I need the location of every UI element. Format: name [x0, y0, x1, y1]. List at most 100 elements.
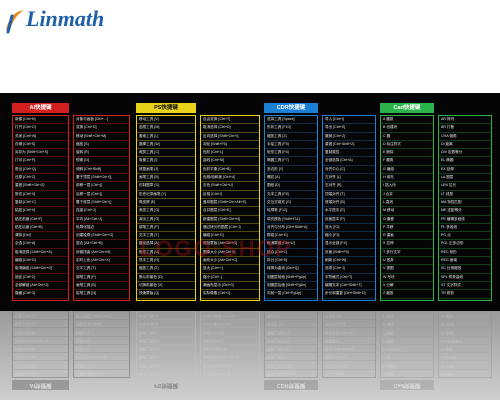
- shortcut-row: DIV 定数等分: [439, 149, 491, 158]
- section-title-ai: AI快捷键: [12, 380, 69, 390]
- shortcut-row: 反相 [Ctrl+I]: [201, 191, 259, 199]
- shortcut-row: 轮廓化描边: [74, 224, 129, 233]
- shortcut-row: 复制属性: [323, 149, 375, 158]
- shortcut-column-ai-1: 新建 [Ctrl+N] 打开 [Ctrl+O] 关闭 [Ctrl+W] 存储 [Ctr…: [12, 115, 69, 301]
- shortcut-row: 后移一层 [Ctrl+[]: [74, 191, 129, 199]
- section-ps: PS快捷键 移动工具 [V] 选框工具 [M] 套索工具 [L] 魔棒工具 [W] 裁剪工…: [136, 103, 260, 303]
- shortcut-row: 羽化 [Shift+F6]: [201, 343, 259, 353]
- shortcut-row: 对象与画板 [Ctrl+…]: [74, 368, 129, 377]
- shortcut-column-cad-2: AR 阵列 BR 打断 CHA 倒角 DI 距离 DIV 定数等分 EL 椭圆 EX 延伸 L…: [438, 311, 492, 378]
- shortcut-row: 图像大小 [Alt+Ctrl+I]: [201, 249, 259, 258]
- shortcut-row: 对象与画板 [Ctrl+…]: [74, 116, 129, 125]
- shortcut-row: 左对齐 [L]: [323, 311, 375, 319]
- shortcut-row: I 插入块: [381, 182, 433, 191]
- shortcut-row: 放大 [Ctrl++]: [201, 265, 259, 274]
- shortcut-row: 顶端对齐 [T]: [323, 191, 375, 199]
- shortcut-row: 画笔工具 [B]: [74, 282, 129, 291]
- shortcut-row: 曲线 [Ctrl+M]: [201, 157, 259, 166]
- shortcut-row: G 编组: [381, 166, 433, 175]
- shortcut-row: ST 文字样式: [439, 282, 491, 291]
- shortcut-row: 步长和重复 [Ctrl+Shift+D]: [323, 290, 375, 299]
- brand-logo: Linmath: [4, 4, 164, 36]
- shortcut-row: D 标注样式: [381, 343, 433, 353]
- shortcut-row: 移动 [Shift+Ctrl+M]: [74, 133, 129, 141]
- shortcut-row: 倾斜 [Ctrl+Shift]: [74, 318, 129, 328]
- shortcut-row: 放大 [F2]: [323, 224, 375, 233]
- shortcut-row: 多边形 [Y]: [265, 166, 317, 175]
- shortcut-row: 色彩平衡 [Ctrl+B]: [201, 318, 259, 328]
- shortcut-row: SPL 样条曲线: [439, 274, 491, 282]
- shortcut-row: 到图层前面 [Shift+PgUp]: [265, 274, 317, 282]
- shortcut-row: 置于顶层 [Shift+Ctrl+]]: [74, 174, 129, 183]
- shortcut-row: 色相/饱和度 [Ctrl+U]: [201, 174, 259, 183]
- shortcut-row: 刷新 [Ctrl+W]: [323, 257, 375, 266]
- shortcut-row: 缩小 [F3]: [323, 232, 375, 241]
- shortcut-row: LT 线型: [439, 191, 491, 199]
- shortcut-row: 锁定 [Ctrl+2]: [13, 274, 68, 282]
- shortcut-row: H 填充: [381, 174, 433, 183]
- shortcut-row: 修复画笔 [J]: [137, 166, 195, 175]
- shortcut-row: 矩形工具 [U]: [137, 249, 195, 258]
- shortcut-row: 关闭 [Ctrl+W]: [13, 352, 68, 361]
- shortcut-row: 套索工具 [L]: [137, 352, 195, 361]
- shortcut-row: 选择工具 [Space]: [265, 368, 317, 377]
- shortcut-row: 减淡工具 [O]: [137, 216, 195, 224]
- shortcut-row: 变换 [Ctrl+D]: [74, 360, 129, 369]
- shortcut-row: 撤销 [Ctrl+Z]: [323, 133, 375, 141]
- shortcut-row: 编辑文本 [Ctrl+Shift+T]: [323, 282, 375, 291]
- shortcut-row: 前移一层 [Ctrl+]]: [74, 182, 129, 191]
- shortcut-row: 全选 [Ctrl+A]: [13, 240, 68, 249]
- shortcut-row: 仿制图章 [S]: [137, 182, 195, 191]
- shortcut-row: 重做 [Ctrl+Shift+Z]: [323, 141, 375, 150]
- shortcut-row: REC 矩形: [439, 249, 491, 258]
- shortcut-row: 对齐中心 [C]: [323, 318, 375, 328]
- shortcut-column-cdr-1: 选择工具 [Space] 形状工具 [F10] 缩放工具 [Z] 手绘工具 [F5] 矩…: [264, 115, 318, 301]
- shortcut-row: 全部解锁 [Alt+Ctrl+2]: [13, 282, 68, 291]
- shortcut-row: 另存为 [Shift+Ctrl+S]: [13, 335, 68, 344]
- shortcut-row: 通过拷贝的图层 [Ctrl+J]: [201, 224, 259, 233]
- shortcut-row: 屏幕模式 [F]: [137, 299, 195, 301]
- shortcut-column-ps-1: 移动工具 [V] 选框工具 [M] 套索工具 [L] 魔棒工具 [W] 裁剪工具 [C]…: [136, 311, 196, 378]
- shortcut-row: 图纸 [D]: [265, 182, 317, 191]
- shortcut-row: 连接 [Ctrl+J]: [74, 207, 129, 216]
- shortcut-column-cdr-2: 导入 [Ctrl+I] 导出 [Ctrl+E] 撤销 [Ctrl+Z] 重做 [Ctr…: [322, 311, 376, 378]
- shortcut-row: 置于底层 [Shift+Ctrl+[]: [74, 199, 129, 208]
- shortcut-row: 缩放工具 [Z]: [265, 133, 317, 141]
- shortcut-row: 去色 [Shift+Ctrl+U]: [201, 182, 259, 191]
- shortcut-row: AR 阵列: [439, 116, 491, 125]
- shortcut-row: BR 打断: [439, 124, 491, 133]
- shortcut-row: L 直线: [381, 199, 433, 208]
- section-ai: AI快捷键 新建 [Ctrl+N] 打开 [Ctrl+O] 关闭 [Ctrl+W] 存储…: [12, 311, 130, 390]
- shortcut-column-ps-2: 自由变换 [Ctrl+T] 取消选择 [Ctrl+D] 反向选择 [Shift+Ct…: [200, 115, 260, 301]
- logo-swoosh-icon: [6, 10, 24, 34]
- shortcut-row: 色彩平衡 [Ctrl+B]: [201, 166, 259, 175]
- shortcut-row: 退出 [Ctrl+Q]: [13, 318, 68, 328]
- shortcut-mat: AI快捷键 新建 [Ctrl+N] 打开 [Ctrl+O] 关闭 [Ctrl+W] 存储…: [0, 93, 500, 311]
- shortcut-row: 移动工具 [V]: [137, 368, 195, 377]
- shortcut-row: 选框工具 [M]: [137, 360, 195, 369]
- shortcut-row: CHA 倒角: [439, 352, 491, 361]
- shortcut-row: 隐藏 [Ctrl+3]: [13, 290, 68, 299]
- shortcut-row: 剪贴蒙版 [Alt+Ctrl+G]: [201, 240, 259, 249]
- shortcut-row: 缩放 [S]: [74, 343, 129, 353]
- shortcut-row: 吸管工具 [I]: [137, 157, 195, 166]
- shortcut-row: 吸管工具 [I]: [137, 327, 195, 336]
- shortcut-row: 导入 [Ctrl+I]: [323, 368, 375, 377]
- shortcut-row: 实时上色 [Alt+Ctrl+X]: [74, 257, 129, 266]
- shortcut-row: 缩放 [S]: [74, 141, 129, 150]
- shortcut-row: 编组 [Ctrl+G]: [13, 257, 68, 266]
- shortcut-row: 退出 [Ctrl+Q]: [13, 166, 68, 175]
- shortcut-row: 变换 [Alt+F7]: [323, 299, 375, 301]
- shortcut-column-ai-1: 新建 [Ctrl+N] 打开 [Ctrl+O] 关闭 [Ctrl+W] 存储 [Ctr…: [12, 311, 69, 378]
- shortcut-row: 旋转 [R]: [74, 335, 129, 344]
- shortcut-row: DIV 定数等分: [439, 335, 491, 344]
- shortcut-row: 复制 [Ctrl+C]: [13, 199, 68, 208]
- shortcut-row: 另存为 [Shift+Ctrl+S]: [13, 149, 68, 158]
- shortcut-row: M 移动: [381, 207, 433, 216]
- shortcut-row: 复制属性: [323, 335, 375, 344]
- shortcut-row: 重做 [Shift+Ctrl+Z]: [13, 182, 68, 191]
- shortcut-row: J 合并: [381, 191, 433, 199]
- shortcut-row: EL 椭圆: [439, 157, 491, 166]
- section-title-ps: PS快捷键: [136, 103, 196, 113]
- shortcut-row: 自由变换 [Ctrl+T]: [201, 368, 259, 377]
